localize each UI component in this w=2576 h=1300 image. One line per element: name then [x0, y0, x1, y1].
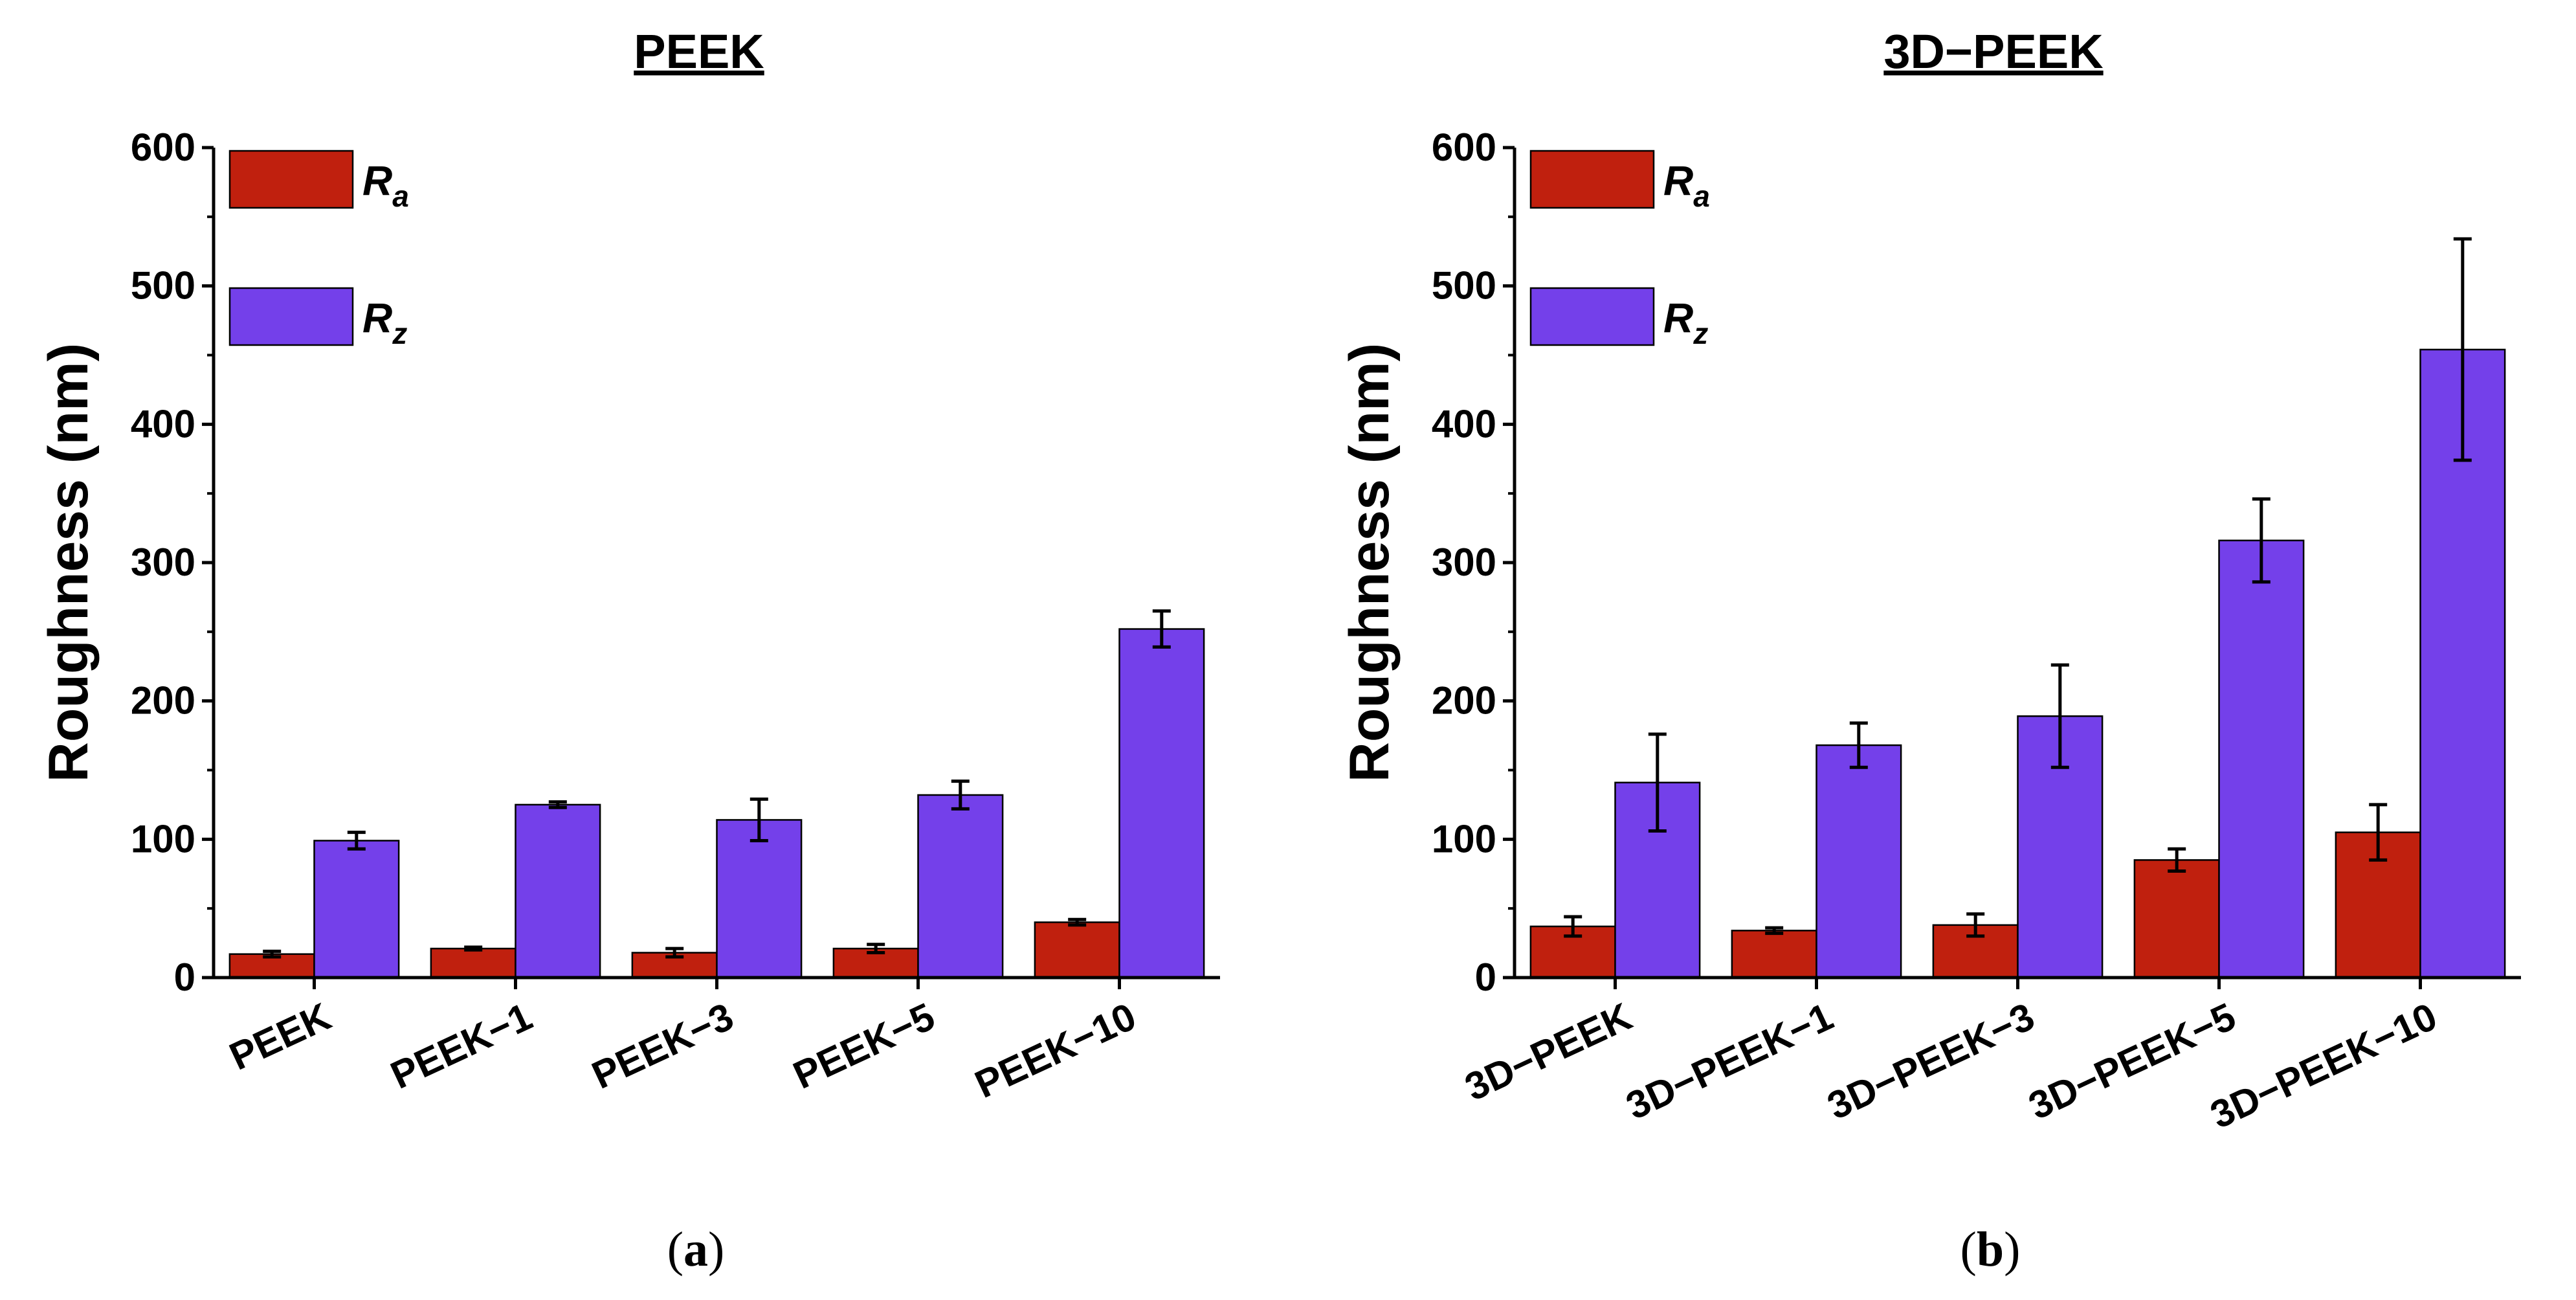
panel-label: (a)	[667, 1222, 725, 1277]
legend-swatch-ra	[228, 150, 354, 209]
error-bar-rz-3	[2252, 497, 2271, 584]
chart-title: 3D−PEEK	[1883, 25, 2103, 78]
panel-label-part: b	[1977, 1222, 2004, 1277]
error-bar-ra-0	[263, 949, 282, 959]
bar-rz-4	[1118, 628, 1205, 979]
panel-label-part: )	[708, 1222, 724, 1277]
legend-label-rz: Rz	[362, 295, 407, 350]
error-bar-ra-1	[1765, 926, 1784, 936]
x-tick-label: 3D−PEEK	[1458, 994, 1638, 1109]
x-tick-label: 3D−PEEK−10	[2204, 994, 2443, 1137]
y-tick-label: 0	[1475, 956, 1496, 999]
bar-rz-0	[313, 840, 400, 979]
bar-rz-1	[515, 803, 601, 979]
panel-label: (b)	[1960, 1222, 2021, 1277]
bar-ra-4	[1034, 921, 1120, 979]
x-tick-label: 3D−PEEK−3	[1821, 994, 2041, 1128]
y-tick-label: 400	[1432, 402, 1496, 445]
legend-label-base: R	[362, 295, 392, 341]
panel-label-part: (	[667, 1222, 683, 1277]
legend-label-subscript: a	[392, 179, 409, 213]
y-tick-label: 600	[131, 126, 195, 169]
chart-title: PEEK	[634, 25, 764, 78]
error-bar-ra-3	[2168, 847, 2186, 873]
y-axis-label: Roughness (nm)	[38, 343, 100, 782]
error-bar-ra-4	[2369, 803, 2388, 862]
bar-rz-1	[1815, 744, 1902, 979]
y-tick-label: 600	[1432, 126, 1496, 169]
error-bar-ra-2	[665, 947, 684, 959]
bar-rz-3	[2218, 539, 2305, 979]
legend-label-ra: Ra	[362, 157, 409, 213]
y-tick-label: 100	[131, 817, 195, 860]
error-bar-ra-2	[1966, 912, 1985, 938]
error-bar-rz-4	[1152, 609, 1171, 649]
x-tick-label: 3D−PEEK−1	[1619, 994, 1839, 1128]
bar-rz-3	[917, 794, 1004, 979]
error-bar-ra-4	[1068, 917, 1087, 927]
error-bar-ra-1	[464, 945, 483, 952]
panel-label-part: (	[1960, 1222, 1977, 1277]
y-tick-label: 0	[174, 956, 195, 999]
x-tick-label: PEEK	[223, 994, 337, 1079]
error-bar-rz-1	[1849, 721, 1868, 769]
y-tick-label: 500	[1432, 264, 1496, 308]
x-tick-label: PEEK−10	[968, 994, 1142, 1106]
chart-panel-a: PEEK 0 100 200 300 400 500 600 PEEK PEEK−1 PEEK−3 P…	[38, 25, 1220, 1277]
chart-panel-b: 3D−PEEK01002003004005006003D−PEEK3D−PEEK…	[1338, 25, 2521, 1277]
legend-label-base: R	[362, 157, 392, 204]
error-bar-rz-2	[2050, 663, 2069, 769]
legend-swatch-rz	[1529, 287, 1655, 346]
legend-swatch-rz	[228, 287, 354, 346]
x-tick-label: PEEK−1	[384, 994, 539, 1097]
error-bar-rz-2	[749, 797, 768, 842]
y-tick-label: 300	[1432, 541, 1496, 584]
legend-label-base: R	[1663, 157, 1693, 204]
bar-ra-1	[430, 947, 516, 979]
error-bar-ra-3	[867, 943, 885, 955]
panel-label-part: a	[683, 1222, 708, 1277]
x-tick-label: PEEK−5	[787, 994, 941, 1097]
bar-ra-1	[1731, 930, 1817, 979]
legend-swatch-ra	[1529, 150, 1655, 209]
x-tick-label: PEEK−3	[586, 994, 740, 1097]
legend-label-rz: Rz	[1663, 295, 1708, 350]
legend-label-subscript: z	[392, 317, 407, 350]
error-bar-rz-4	[2453, 237, 2472, 462]
panel-label-part: )	[2004, 1222, 2020, 1277]
legend-label-subscript: z	[1693, 317, 1708, 350]
bar-rz-2	[716, 819, 803, 979]
bar-ra-3	[2133, 859, 2220, 979]
legend-label-base: R	[1663, 295, 1693, 341]
legend-label-subscript: a	[1693, 179, 1710, 213]
error-bar-rz-1	[548, 800, 567, 809]
error-bar-ra-0	[1564, 915, 1582, 938]
y-tick-label: 200	[131, 679, 195, 723]
y-tick-label: 100	[1432, 817, 1496, 860]
y-tick-label: 200	[1432, 679, 1496, 723]
y-tick-label: 500	[131, 264, 195, 308]
y-axis-label: Roughness (nm)	[1338, 343, 1401, 782]
y-tick-label: 300	[131, 541, 195, 584]
error-bar-rz-3	[951, 779, 970, 811]
error-bar-rz-0	[347, 831, 366, 851]
error-bar-rz-0	[1648, 732, 1667, 833]
legend-label-ra: Ra	[1663, 157, 1710, 213]
y-tick-label: 400	[131, 402, 195, 445]
